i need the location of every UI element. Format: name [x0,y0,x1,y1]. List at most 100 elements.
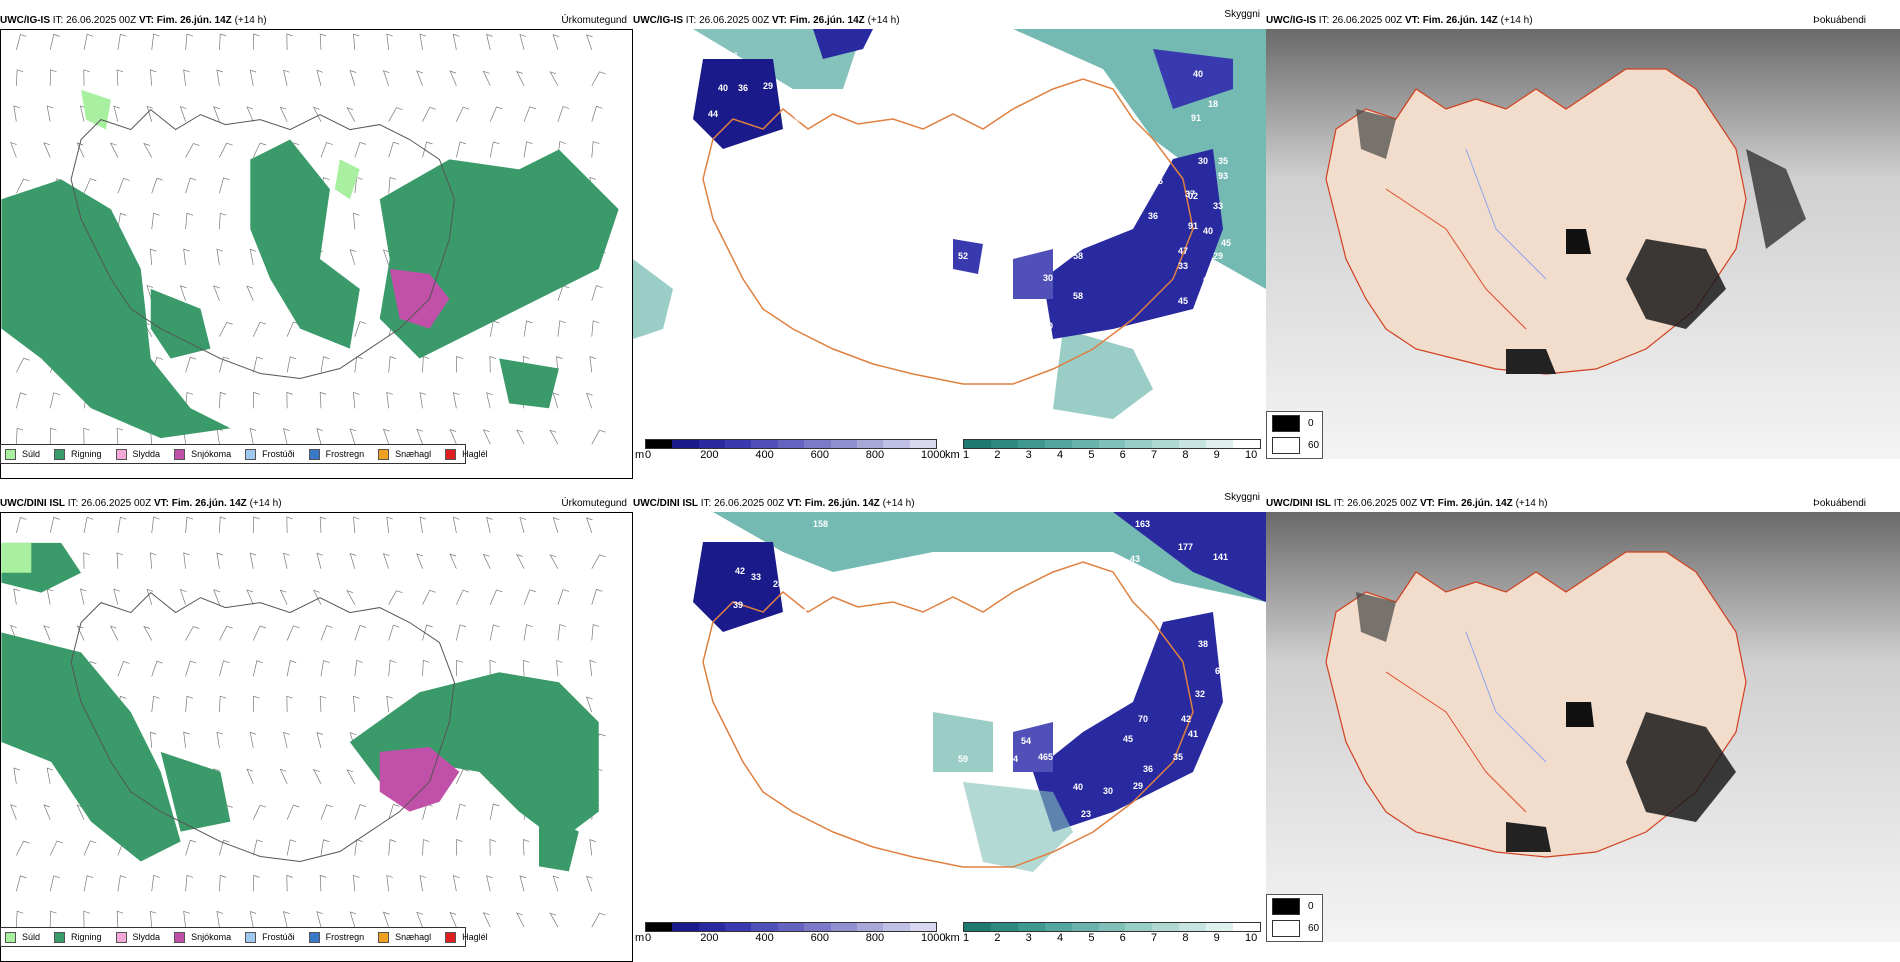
wind-barb [456,659,463,677]
wind-barb [320,356,330,373]
wind-barb [179,285,187,301]
wind-barb [13,105,20,122]
fog-key-swatch [1272,414,1300,432]
visibility-value-label: 38 [1198,639,1208,649]
fog-key-row: 60 [1267,434,1322,456]
precip-legend-swatch [54,931,66,943]
wind-barb [516,70,525,86]
colorbar-tick: 5 [1088,932,1095,944]
visibility-value-label: 39 [733,600,743,610]
colorbar-cell [646,440,673,448]
wind-barb [83,910,90,928]
visibility-value-label: 177 [1178,542,1193,552]
wind-barb [552,34,560,51]
wind-barb [388,839,397,856]
wind-barb [109,142,119,158]
wind-barb [49,910,57,928]
wind-barb [489,320,500,337]
precip-legend-item: Snæhagl [378,448,431,460]
colorbar-tick: 3 [1025,449,1032,461]
wind-barb [49,69,57,86]
wind-barb [286,391,293,409]
colorbar-cell [830,440,857,448]
wind-barb [320,625,333,641]
wind-barb [185,875,194,892]
wind-barb [219,839,230,856]
wind-barb [183,552,190,569]
visibility-value-label: 108 [925,386,940,396]
visibility-value-label: 59 [958,754,968,764]
visibility-value-label: 163 [1135,519,1150,529]
colorbar-tick: 800 [865,932,885,944]
colorbar-tick: 1 [963,932,970,944]
wind-barb [249,911,257,928]
wind-barb [83,178,97,194]
wind-barb [219,356,230,373]
wind-barb [456,356,463,373]
wind-barb [552,392,560,409]
wind-barb [149,552,157,569]
wind-barb [146,105,154,122]
wind-barb [283,731,290,749]
wind-barb [354,356,363,373]
colorbar-tick: 600 [810,932,829,944]
wind-barb [591,320,600,337]
panel-title: Úrkomutegund [561,15,627,26]
wind-barb [382,249,390,266]
wind-barb [149,731,157,748]
wind-barb [15,69,24,86]
wind-barb [10,625,17,641]
visibility-value-label: 796 [918,81,933,91]
wind-barb [482,912,491,928]
colorbar-cell [1206,440,1234,448]
colorbar-cell [672,923,699,931]
wind-barb [219,874,227,892]
visibility-value-label: 47 [1178,246,1188,256]
wind-barb [589,659,596,677]
colorbar-tick: 6 [1119,932,1126,944]
precip-legend-swatch [445,931,457,943]
wind-barb [185,212,194,230]
visibility-value-label: 93 [1218,171,1228,181]
colorbar-cell [1179,440,1207,448]
visibility-value-label: 20 [963,389,973,399]
wind-barb [349,428,357,445]
wind-barb [179,106,187,122]
fog-indicator-map [1266,29,1900,459]
colorbar-cell [751,440,778,448]
wind-barb [43,804,51,820]
precip-legend-swatch [378,931,390,943]
panel-header: UWC/DINI ISL IT: 26.06.2025 00Z VT: Fim.… [633,498,915,509]
wind-barb [419,516,427,533]
wind-barb [591,141,600,158]
precip-legend-label: Súld [22,449,41,459]
wind-barb [382,553,390,569]
wind-barb [43,142,51,158]
colorbar-cell [1071,923,1099,931]
wind-barb [349,69,357,86]
wind-barb [523,106,536,122]
wind-barb [456,803,467,820]
wind-barb [117,212,127,230]
wind-barb [482,70,491,86]
wind-barb [249,69,257,86]
precip-legend: Súld Rigning Slydda Snjókoma Frostúði Frostre… [0,927,488,947]
colorbar-unit: km [945,449,960,461]
wind-barb [549,429,559,445]
visibility-value-label: 43 [1130,554,1140,564]
visibility-value-label: 30 [1043,321,1053,331]
visibility-colorbar: km 1 2 3 4 5 6 7 8 9 10 [945,439,1263,463]
wind-barb [416,911,423,928]
colorbar-tick: 8 [1182,449,1189,461]
visibility-value-label: 89 [951,654,961,664]
wind-barb [591,554,606,569]
precip-legend-swatch [174,448,186,460]
panel-header: UWC/IG-IS IT: 26.06.2025 00Z VT: Fim. 26… [0,15,267,26]
visibility-value-label: 62 [1073,221,1083,231]
wind-barb [116,69,124,86]
wind-barb [183,910,190,928]
wind-barb [252,839,263,856]
wind-barb [252,516,260,533]
precip-legend-swatch [308,448,320,460]
wind-barb [316,69,323,86]
